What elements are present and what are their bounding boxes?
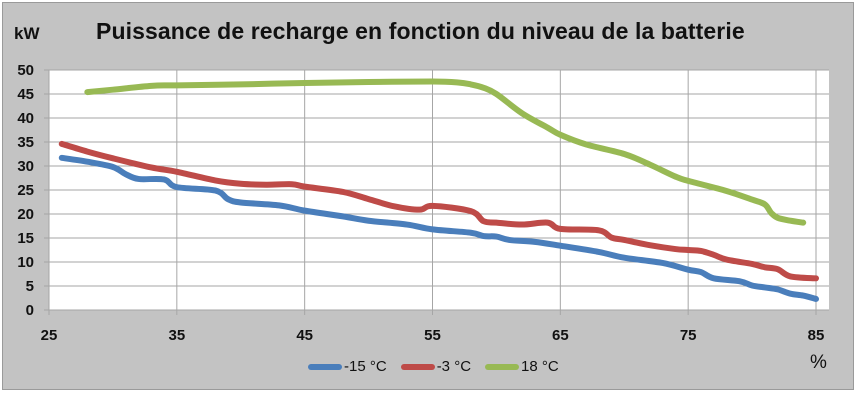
chart-title: Puissance de recharge en fonction du niv… xyxy=(96,18,745,44)
legend-swatch-18 xyxy=(485,363,520,370)
y-tick-label: 45 xyxy=(17,86,34,103)
y-tick-label: 20 xyxy=(17,206,34,223)
series-line-1 xyxy=(58,140,819,282)
x-tick-label: 55 xyxy=(424,327,441,344)
y-tick-label: 25 xyxy=(17,182,34,199)
legend: -15 °C -3 °C 18 °C xyxy=(308,358,559,375)
legend-item-minus3[interactable]: -3 °C xyxy=(400,358,472,375)
series-line-2 xyxy=(84,78,807,226)
y-axis-unit-label: kW xyxy=(14,24,40,43)
gridlines xyxy=(44,69,829,315)
legend-item-minus15[interactable]: -15 °C xyxy=(308,358,387,375)
data-series xyxy=(58,78,819,302)
legend-label-18: 18 °C xyxy=(521,358,559,375)
y-tick-label: 5 xyxy=(26,278,34,295)
legend-item-18[interactable]: 18 °C xyxy=(485,358,559,375)
y-tick-label: 35 xyxy=(17,134,34,151)
x-axis-ticks: 25 35 45 55 65 75 85 xyxy=(41,327,825,344)
series-line-0 xyxy=(58,154,819,302)
y-axis-ticks: 0 5 10 15 20 25 30 35 40 45 50 xyxy=(17,62,34,319)
x-tick-label: 25 xyxy=(41,327,58,344)
y-tick-label: 30 xyxy=(17,158,34,175)
y-tick-label: 0 xyxy=(26,302,34,319)
y-tick-label: 10 xyxy=(17,254,34,271)
legend-swatch-minus3 xyxy=(400,363,435,370)
x-axis-unit-label: % xyxy=(810,352,827,373)
y-tick-label: 50 xyxy=(17,62,34,79)
legend-label-minus3: -3 °C xyxy=(436,358,472,375)
y-tick-label: 15 xyxy=(17,230,34,247)
x-tick-label: 75 xyxy=(680,327,697,344)
x-tick-label: 45 xyxy=(296,327,313,344)
x-tick-label: 85 xyxy=(808,327,825,344)
x-tick-label: 35 xyxy=(168,327,185,344)
y-tick-label: 40 xyxy=(17,110,34,127)
x-tick-label: 65 xyxy=(552,327,569,344)
legend-label-minus15: -15 °C xyxy=(344,358,387,375)
legend-swatch-minus15 xyxy=(308,363,342,370)
